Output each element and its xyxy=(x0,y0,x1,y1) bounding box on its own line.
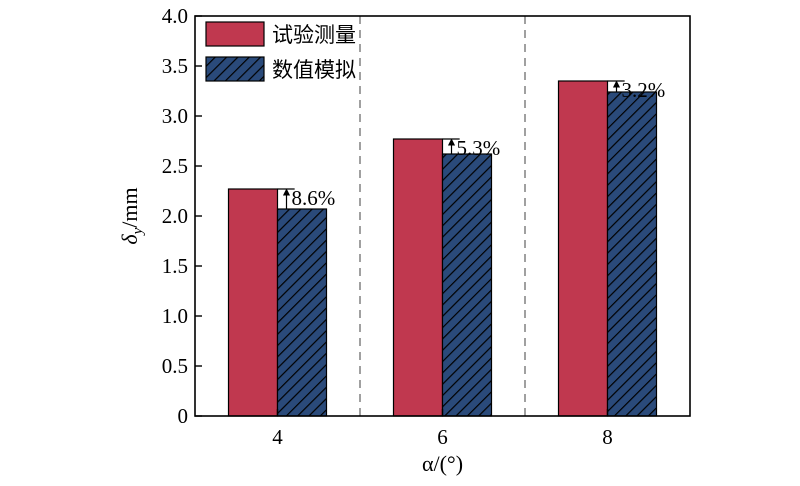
difference-label-6: 5.3% xyxy=(457,136,501,160)
y-tick-label: 2.5 xyxy=(162,154,188,178)
x-tick-label: 8 xyxy=(602,425,613,449)
legend-swatch-measured xyxy=(205,21,265,47)
bar-measured-4 xyxy=(227,188,279,417)
y-tick-label: 1.0 xyxy=(162,304,188,328)
bar-simulated-4 xyxy=(276,208,328,417)
x-tick-label: 4 xyxy=(272,425,283,449)
legend: 试验测量 数值模拟 xyxy=(205,21,356,82)
legend-label-measured: 试验测量 xyxy=(272,23,356,47)
legend-swatch-simulated xyxy=(205,56,265,82)
y-axis-title-symbol: δ xyxy=(117,234,142,245)
y-axis-ticks: 0 0.5 1.0 1.5 2.0 2.5 3.0 3.5 4.0 xyxy=(162,4,202,428)
y-tick-label: 4.0 xyxy=(162,4,188,28)
x-axis-title: α/(°) xyxy=(422,451,463,476)
x-tick-label: 6 xyxy=(437,425,448,449)
y-tick-label: 2.0 xyxy=(162,204,188,228)
x-axis-ticks: 4 6 8 xyxy=(272,409,613,449)
bar-simulated-8 xyxy=(606,91,658,417)
y-tick-label: 0.5 xyxy=(162,354,188,378)
bar-measured-6 xyxy=(392,138,444,417)
bar-simulated-6 xyxy=(441,153,493,417)
y-axis-title: δy/mm xyxy=(117,187,146,244)
y-axis-title-unit: /mm xyxy=(117,187,142,227)
annotations-group: 8.6% 5.3% 3.2% xyxy=(277,78,666,210)
y-axis-title-subscript: y xyxy=(130,227,146,236)
y-tick-label: 0 xyxy=(178,404,189,428)
y-tick-label: 3.0 xyxy=(162,104,188,128)
y-tick-label: 1.5 xyxy=(162,254,188,278)
difference-label-4: 8.6% xyxy=(292,186,336,210)
bars-group xyxy=(227,80,658,417)
difference-label-8: 3.2% xyxy=(622,78,666,102)
legend-label-simulated: 数值模拟 xyxy=(272,58,356,82)
bar-measured-8 xyxy=(557,80,609,417)
category-separators xyxy=(359,16,526,416)
y-tick-label: 3.5 xyxy=(162,54,188,78)
